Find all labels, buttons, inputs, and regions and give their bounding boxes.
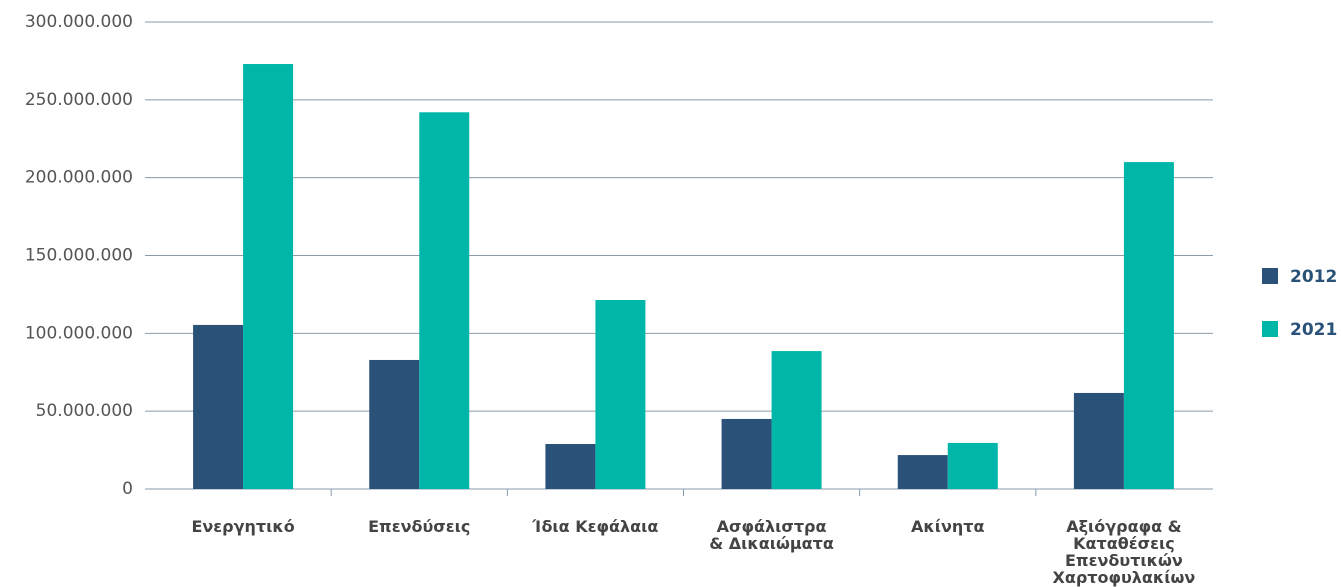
x-tick-label: Ίδια Κεφάλαια (532, 517, 659, 536)
x-tick-label: Ακίνητα (911, 517, 985, 536)
y-tick-label: 50.000.000 (36, 401, 133, 421)
y-tick-label: 250.000.000 (25, 90, 133, 110)
x-tick-label: Αξιόγραφα & Καταθέσεις Επενδυτικών Χαρτο… (1052, 517, 1196, 587)
x-tick-label: Ασφάλιστρα & Δικαιώματα (709, 517, 834, 553)
bar (595, 300, 646, 489)
legend-label: 2021 (1290, 320, 1337, 340)
bar (947, 442, 998, 489)
y-tick-label: 300.000.000 (25, 12, 133, 32)
bar (193, 324, 244, 489)
bar (1123, 162, 1174, 489)
bar (243, 64, 294, 489)
x-tick-label: Ενεργητικό (191, 517, 295, 536)
bar (897, 455, 948, 489)
y-tick-label: 200.000.000 (25, 168, 133, 188)
y-tick-label: 0 (122, 479, 133, 499)
y-tick-label: 100.000.000 (25, 323, 133, 343)
bar (369, 359, 420, 489)
bar (419, 112, 470, 489)
bar (771, 351, 822, 489)
legend-swatch (1262, 268, 1278, 284)
y-tick-label: 150.000.000 (25, 246, 133, 266)
bar (721, 418, 772, 489)
x-tick-label: Επενδύσεις (368, 517, 471, 536)
legend-label: 2012 (1290, 267, 1337, 287)
bar (1073, 392, 1124, 489)
legend-swatch (1262, 321, 1278, 337)
bar (545, 444, 596, 489)
